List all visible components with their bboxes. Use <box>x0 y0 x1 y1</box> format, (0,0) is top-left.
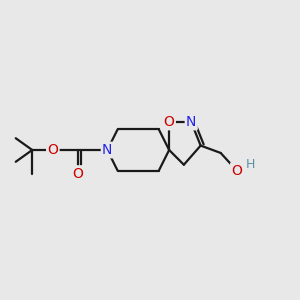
Text: O: O <box>231 164 242 178</box>
Text: N: N <box>102 143 112 157</box>
Text: N: N <box>186 115 196 129</box>
Text: O: O <box>47 143 58 157</box>
Text: O: O <box>72 167 83 181</box>
Text: O: O <box>164 115 175 129</box>
Text: H: H <box>246 158 255 171</box>
